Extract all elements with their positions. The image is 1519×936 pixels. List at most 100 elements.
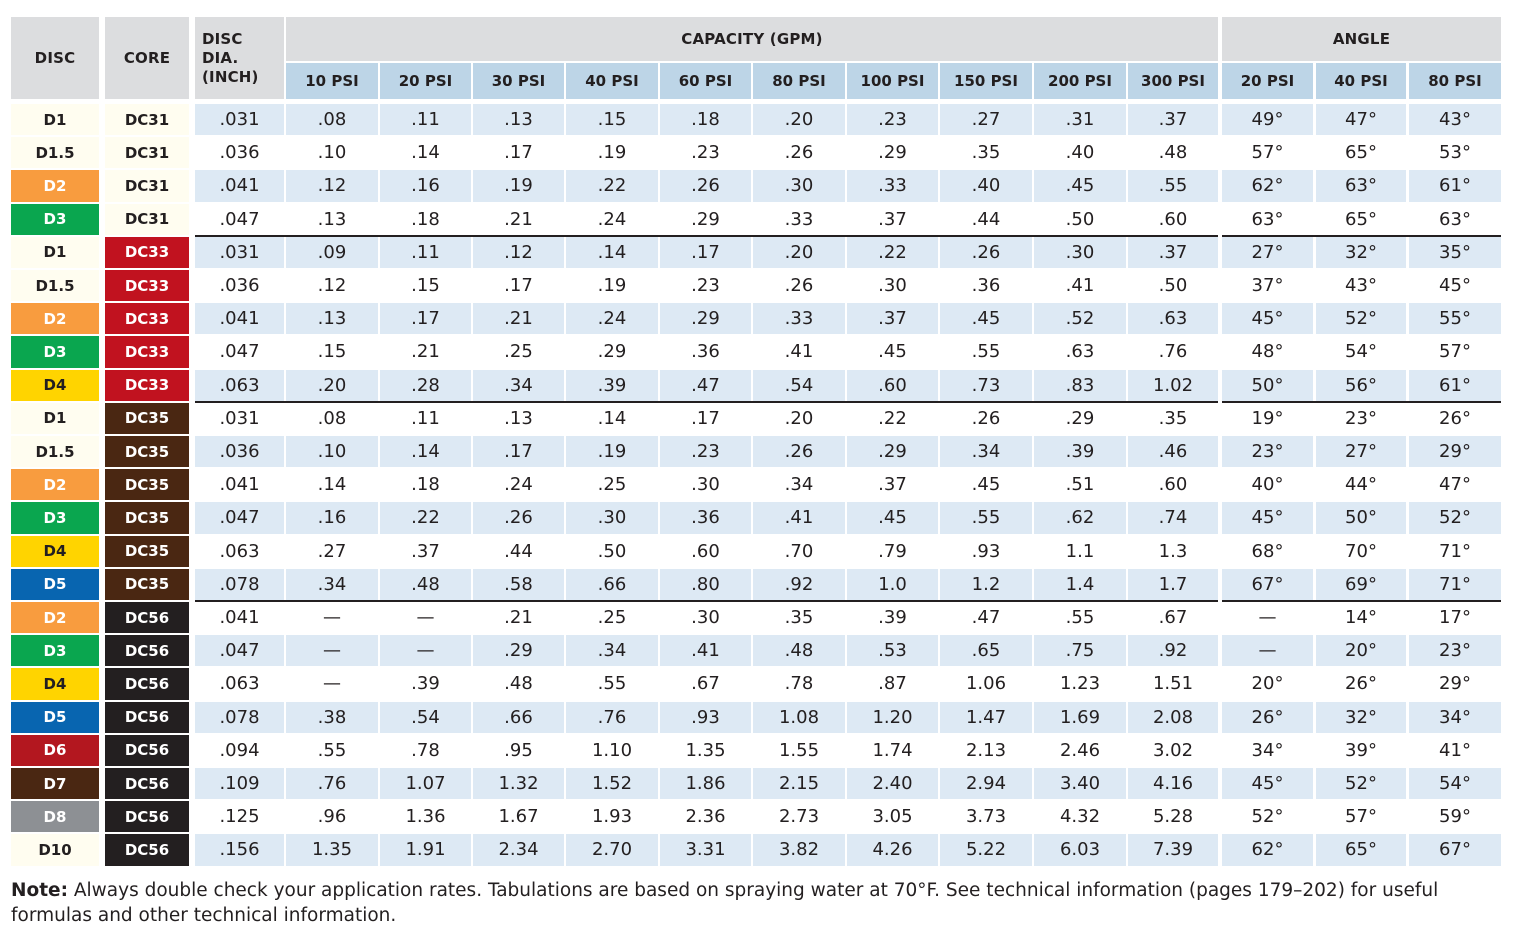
- capacity-psi-header: 150 PSI: [940, 63, 1032, 99]
- capacity-cell: .29: [660, 303, 751, 335]
- disc-dia-cell: .047: [195, 336, 284, 368]
- capacity-cell: .34: [753, 469, 845, 501]
- capacity-cell: .37: [847, 203, 938, 235]
- capacity-cell: 2.94: [940, 768, 1032, 800]
- capacity-cell: 3.05: [847, 801, 938, 833]
- angle-cell: 65°: [1316, 137, 1406, 169]
- capacity-cell: .22: [847, 402, 938, 434]
- capacity-cell: 1.08: [753, 701, 845, 733]
- capacity-cell: .14: [380, 436, 471, 468]
- core-label: DC33: [105, 303, 189, 335]
- capacity-cell: .63: [1128, 303, 1218, 335]
- disc-dia-cell: .041: [195, 602, 284, 634]
- capacity-cell: 1.35: [286, 834, 378, 866]
- capacity-cell: .36: [940, 270, 1032, 302]
- capacity-cell: 2.40: [847, 768, 938, 800]
- capacity-cell: .33: [753, 303, 845, 335]
- capacity-cell: .54: [753, 369, 845, 401]
- capacity-cell: .34: [286, 568, 378, 600]
- disc-dia-cell: .063: [195, 668, 284, 700]
- angle-cell: 55°: [1409, 303, 1501, 335]
- capacity-cell: 1.23: [1034, 668, 1126, 700]
- capacity-cell: .14: [286, 469, 378, 501]
- capacity-cell: .60: [1128, 469, 1218, 501]
- capacity-cell: .41: [753, 502, 845, 534]
- group-separator: [195, 400, 1218, 403]
- disc-label: D3: [11, 635, 99, 667]
- angle-cell: 34°: [1409, 701, 1501, 733]
- capacity-cell: .37: [1128, 104, 1218, 136]
- capacity-cell: .29: [847, 137, 938, 169]
- capacity-cell: .21: [473, 303, 564, 335]
- angle-cell: 45°: [1222, 303, 1313, 335]
- disc-label: D4: [11, 668, 99, 700]
- angle-cell: 20°: [1316, 635, 1406, 667]
- core-header: CORE: [105, 17, 189, 99]
- angle-cell: 37°: [1222, 270, 1313, 302]
- angle-cell: 69°: [1316, 568, 1406, 600]
- capacity-cell: .17: [380, 303, 471, 335]
- capacity-cell: .55: [1128, 170, 1218, 202]
- disc-dia-cell: .047: [195, 502, 284, 534]
- capacity-cell: .12: [473, 236, 564, 268]
- capacity-cell: .12: [286, 170, 378, 202]
- capacity-cell: —: [380, 635, 471, 667]
- angle-cell: 27°: [1316, 436, 1406, 468]
- angle-cell: 47°: [1316, 104, 1406, 136]
- disc-dia-cell: .041: [195, 170, 284, 202]
- disc-dia-cell: .078: [195, 568, 284, 600]
- capacity-cell: .17: [473, 137, 564, 169]
- disc-label: D8: [11, 801, 99, 833]
- capacity-cell: .37: [847, 469, 938, 501]
- disc-label: D1: [11, 402, 99, 434]
- nozzle-capacity-table: DISC CORE DISC DIA. (INCH) CAPACITY (GPM) AN…: [11, 17, 1501, 866]
- capacity-cell: .66: [566, 568, 658, 600]
- capacity-cell: .45: [940, 303, 1032, 335]
- disc-dia-cell: .036: [195, 436, 284, 468]
- capacity-cell: .87: [847, 668, 938, 700]
- capacity-cell: .78: [753, 668, 845, 700]
- angle-cell: 53°: [1409, 137, 1501, 169]
- capacity-cell: 2.73: [753, 801, 845, 833]
- disc-dia-cell: .109: [195, 768, 284, 800]
- angle-cell: 56°: [1316, 369, 1406, 401]
- disc-label: D2: [11, 303, 99, 335]
- disc-label: D1.5: [11, 270, 99, 302]
- capacity-cell: .41: [660, 635, 751, 667]
- capacity-cell: .10: [286, 436, 378, 468]
- capacity-cell: 5.28: [1128, 801, 1218, 833]
- angle-cell: 57°: [1316, 801, 1406, 833]
- disc-dia-cell: .041: [195, 469, 284, 501]
- capacity-cell: .30: [660, 469, 751, 501]
- capacity-cell: 3.82: [753, 834, 845, 866]
- capacity-cell: .22: [847, 236, 938, 268]
- disc-header: DISC: [11, 17, 99, 99]
- angle-cell: 32°: [1316, 701, 1406, 733]
- capacity-cell: .22: [566, 170, 658, 202]
- capacity-cell: .14: [566, 236, 658, 268]
- capacity-cell: .12: [286, 270, 378, 302]
- angle-cell: 23°: [1316, 402, 1406, 434]
- capacity-cell: —: [380, 602, 471, 634]
- disc-dia-cell: .125: [195, 801, 284, 833]
- angle-cell: 50°: [1222, 369, 1313, 401]
- capacity-cell: .37: [1128, 236, 1218, 268]
- capacity-cell: .45: [847, 502, 938, 534]
- capacity-cell: 1.10: [566, 734, 658, 766]
- capacity-cell: .11: [380, 236, 471, 268]
- angle-cell: 39°: [1316, 734, 1406, 766]
- capacity-cell: 1.36: [380, 801, 471, 833]
- capacity-cell: .60: [660, 535, 751, 567]
- disc-label: D1: [11, 236, 99, 268]
- capacity-cell: .13: [286, 203, 378, 235]
- capacity-cell: .29: [566, 336, 658, 368]
- angle-psi-header: 40 PSI: [1316, 63, 1406, 99]
- disc-dia-cell: .078: [195, 701, 284, 733]
- capacity-cell: .93: [940, 535, 1032, 567]
- angle-cell: 23°: [1409, 635, 1501, 667]
- capacity-cell: .19: [566, 270, 658, 302]
- capacity-cell: 1.20: [847, 701, 938, 733]
- capacity-cell: 1.1: [1034, 535, 1126, 567]
- capacity-cell: .23: [660, 137, 751, 169]
- capacity-cell: 2.70: [566, 834, 658, 866]
